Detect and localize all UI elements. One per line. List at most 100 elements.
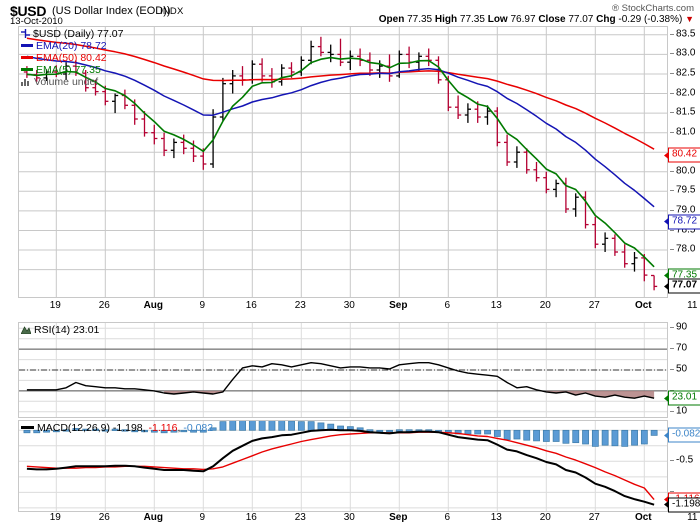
ticker-symbol: $USD <box>10 3 47 19</box>
low-value: 76.97 <box>510 14 536 25</box>
ohlc-bar-icon <box>21 29 30 39</box>
macd-line-callout: -1.198 <box>663 497 700 513</box>
ema20-callout: 78.72 <box>663 214 700 230</box>
x-tick-label: 6 <box>444 300 451 311</box>
x-tick-label: 30 <box>343 300 355 311</box>
x-tick-label: 16 <box>245 300 257 311</box>
x-tick-label: 19 <box>49 300 61 311</box>
y-tick-label: 10 <box>676 405 688 417</box>
y-tick-mark <box>670 249 674 250</box>
x-tick-label: 13 <box>490 300 502 311</box>
price-series-label: $USD (Daily) 77.07 <box>33 28 124 40</box>
y-tick-mark <box>670 348 674 350</box>
price-panel <box>18 26 668 298</box>
price-legend: $USD (Daily) 77.07 EMA(20) 78.72 EMA(50)… <box>21 28 123 88</box>
y-tick-mark <box>670 369 674 370</box>
chart-date: 13-Oct-2010 <box>10 16 63 27</box>
high-value: 77.35 <box>459 14 485 25</box>
close-label: Close <box>538 14 566 25</box>
rsi-panel <box>18 322 668 418</box>
x-tick-label: Aug <box>143 300 164 311</box>
y-tick-mark <box>670 410 674 412</box>
x-tick-label: Sep <box>389 300 408 311</box>
macd-legend: MACD(12,26,9) -1.198, -1.116, -0.082 <box>21 422 213 434</box>
y-tick-label: 79.0 <box>676 204 696 216</box>
y-tick-mark <box>670 73 674 74</box>
price-callout: 77.07 <box>663 278 700 294</box>
x-tick-label: Aug <box>143 512 164 523</box>
x-tick-label: 23 <box>294 300 306 311</box>
ema5-swatch-icon <box>21 67 33 71</box>
ema20-swatch-icon <box>21 43 33 47</box>
y-tick-mark <box>670 33 674 35</box>
macd-value: -1.198 <box>112 422 143 434</box>
y-tick-label: 90 <box>676 321 688 333</box>
y-tick-label: 78.5 <box>676 224 696 235</box>
x-tick-label: 26 <box>98 512 110 523</box>
rsi-plot <box>19 323 667 417</box>
y-tick-label: -0.5 <box>676 454 694 466</box>
x-tick-label: 27 <box>588 512 600 523</box>
x-tick-label: Oct <box>634 300 652 311</box>
ema50-label: EMA(50) 80.42 <box>36 52 107 64</box>
x-tick-label: 9 <box>199 512 206 523</box>
quote-summary: Open 77.35 High 77.35 Low 76.97 Close 77… <box>379 14 694 25</box>
y-tick-mark <box>670 491 674 493</box>
close-value: 77.07 <box>568 14 594 25</box>
x-tick-label: 13 <box>490 512 502 523</box>
price-plot <box>19 27 667 297</box>
y-tick-label: 81.0 <box>676 126 696 138</box>
volume-label: Volume undef <box>34 76 99 88</box>
y-tick-label: 79.5 <box>676 184 696 196</box>
ema5-row: EMA(5) 77.35 <box>21 64 123 76</box>
y-tick-label: 82.5 <box>676 67 696 79</box>
y-tick-mark <box>670 460 674 462</box>
rsi-callout: 23.01 <box>663 390 700 406</box>
x-tick-label: 11 <box>687 512 698 523</box>
rsi-label: RSI(14) 23.01 <box>34 324 100 336</box>
x-tick-label: 27 <box>588 300 600 311</box>
x-tick-label: Oct <box>634 512 652 523</box>
x-tick-label: 11 <box>687 300 698 311</box>
x-tick-label: 30 <box>343 512 355 523</box>
macd-sep1: , <box>142 422 146 434</box>
rsi-y-axis: 9070503010 <box>670 322 700 418</box>
x-tick-label: 20 <box>539 300 551 311</box>
ema20-label: EMA(20) 78.72 <box>36 40 107 52</box>
low-label: Low <box>487 14 508 25</box>
macd-hist-value: -0.082 <box>183 422 214 434</box>
macd-line-swatch-icon <box>21 425 34 429</box>
y-tick-mark <box>670 170 674 172</box>
chart-header: $USD (US Dollar Index (EOD)) INDX 13-Oct… <box>0 0 700 27</box>
high-label: High <box>434 14 458 25</box>
y-tick-label: 83.5 <box>676 28 696 40</box>
macd-hist-callout: -0.082 <box>663 427 700 443</box>
macd-panel <box>18 420 668 512</box>
y-tick-mark <box>670 229 674 231</box>
chg-down-arrow: ▼ <box>685 14 694 24</box>
x-tick-label: Sep <box>389 512 408 523</box>
y-tick-label: 78.0 <box>676 243 696 255</box>
y-tick-label: 82.0 <box>676 87 696 98</box>
ema20-row: EMA(20) 78.72 <box>21 40 123 52</box>
stockcharts-logo: ® StockCharts.com <box>612 3 694 14</box>
y-tick-mark <box>670 92 674 94</box>
y-tick-mark <box>670 209 674 211</box>
volume-row: Volume undef <box>21 76 123 88</box>
ema50-callout: 80.42 <box>663 147 700 163</box>
volume-bars-icon <box>21 78 29 86</box>
macd-name: MACD(12,26,9) <box>37 422 110 434</box>
ema5-label: EMA(5) 77.35 <box>36 64 101 76</box>
y-tick-label: 50 <box>676 363 688 375</box>
y-tick-label: 70 <box>676 342 688 354</box>
y-tick-mark <box>670 190 674 192</box>
y-tick-mark <box>670 327 674 329</box>
macd-signal-value: -1.116 <box>148 422 178 434</box>
y-tick-mark <box>670 112 674 114</box>
x-tick-label: 20 <box>539 512 551 523</box>
price-series-row: $USD (Daily) 77.07 <box>21 28 123 40</box>
y-tick-mark <box>670 53 674 55</box>
y-tick-label: 83.0 <box>676 47 696 59</box>
macd-sep2: , <box>177 422 181 434</box>
macd-plot <box>19 421 667 511</box>
